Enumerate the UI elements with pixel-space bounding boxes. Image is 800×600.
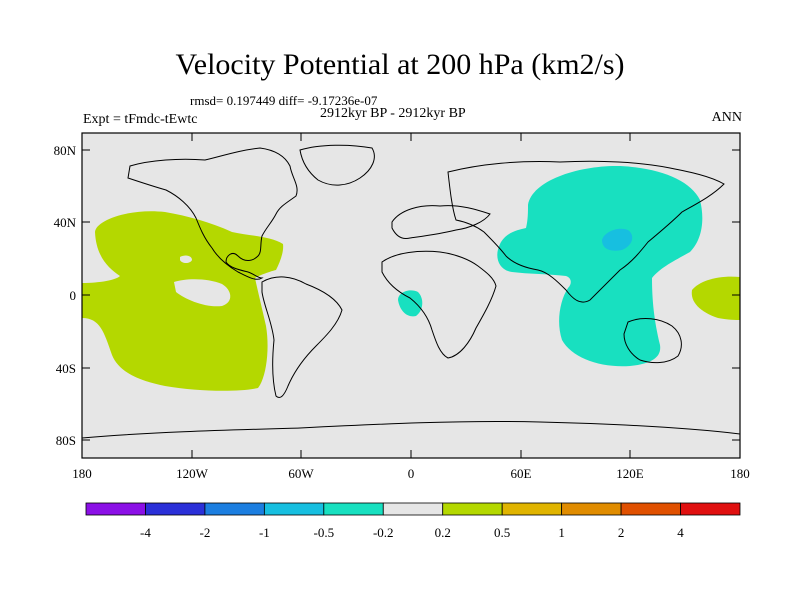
lon-tick-120e: 120E	[616, 466, 644, 481]
coast-south-america	[261, 276, 343, 399]
colorbar-swatch	[680, 502, 741, 516]
coast-antarctica	[82, 420, 740, 439]
coast-australia	[623, 318, 682, 364]
lon-tick-60e: 60E	[511, 466, 532, 481]
coast-asia	[447, 160, 725, 303]
colorbar-label: 0.2	[435, 525, 451, 540]
lat-tick-40n: 40N	[54, 215, 77, 230]
colorbar-label: 0.5	[494, 525, 510, 540]
lon-tick-0: 0	[408, 466, 415, 481]
experiment-label: Expt = tFmdc-tEwtc	[83, 112, 198, 127]
stats-line: rmsd= 0.197449 diff= -9.17236e-07	[190, 93, 378, 108]
colorbar	[85, 502, 741, 516]
colorbar-label: -0.5	[314, 525, 335, 540]
positive-anomaly-pacific	[82, 211, 284, 391]
colorbar-labels: -4 -2 -1 -0.5 -0.2 0.2 0.5 1 2 4	[140, 525, 684, 540]
colorbar-label: 4	[677, 525, 684, 540]
lon-tick-180w: 180	[72, 466, 92, 481]
coast-greenland	[299, 144, 375, 186]
map-title: Velocity Potential at 200 hPa (km2/s)	[175, 48, 625, 81]
negative-anomaly-atlantic	[398, 290, 423, 317]
period-label: 2912kyr BP - 2912kyr BP	[320, 106, 466, 121]
colorbar-label: -2	[199, 525, 210, 540]
lon-axis	[81, 133, 741, 458]
negative-anomaly-asia	[497, 165, 703, 367]
colorbar-swatch	[620, 502, 681, 516]
contour-fields	[82, 165, 740, 391]
lat-tick-0: 0	[70, 288, 77, 303]
lon-tick-labels: 180 120W 60W 0 60E 120E 180	[72, 466, 750, 481]
positive-anomaly-westpac	[691, 276, 740, 320]
lat-tick-80n: 80N	[54, 143, 77, 158]
colorbar-swatch	[561, 502, 622, 516]
lat-tick-labels: 80N 40N 0 40S 80S	[54, 143, 77, 448]
colorbar-swatch	[442, 502, 503, 516]
colorbar-swatch	[382, 502, 444, 516]
strong-negative-core	[602, 228, 633, 251]
colorbar-swatch	[85, 502, 146, 516]
lat-tick-80s: 80S	[56, 433, 76, 448]
colorbar-label: 1	[558, 525, 565, 540]
lat-axis	[82, 149, 740, 441]
season-label: ANN	[711, 110, 742, 125]
colorbar-swatch	[145, 502, 206, 516]
colorbar-swatch	[204, 502, 265, 516]
lon-tick-180e: 180	[730, 466, 750, 481]
lon-tick-120w: 120W	[176, 466, 209, 481]
colorbar-label: -4	[140, 525, 151, 540]
colorbar-swatch	[263, 502, 325, 516]
colorbar-label: -0.2	[373, 525, 394, 540]
coast-north-america	[127, 147, 298, 280]
coast-africa	[381, 250, 497, 359]
coastlines	[82, 144, 740, 439]
colorbar-label: -1	[259, 525, 270, 540]
lat-tick-40s: 40S	[56, 361, 76, 376]
colorbar-swatch	[501, 502, 563, 516]
lon-tick-60w: 60W	[288, 466, 314, 481]
colorbar-swatch	[323, 502, 384, 516]
colorbar-label: 2	[618, 525, 625, 540]
